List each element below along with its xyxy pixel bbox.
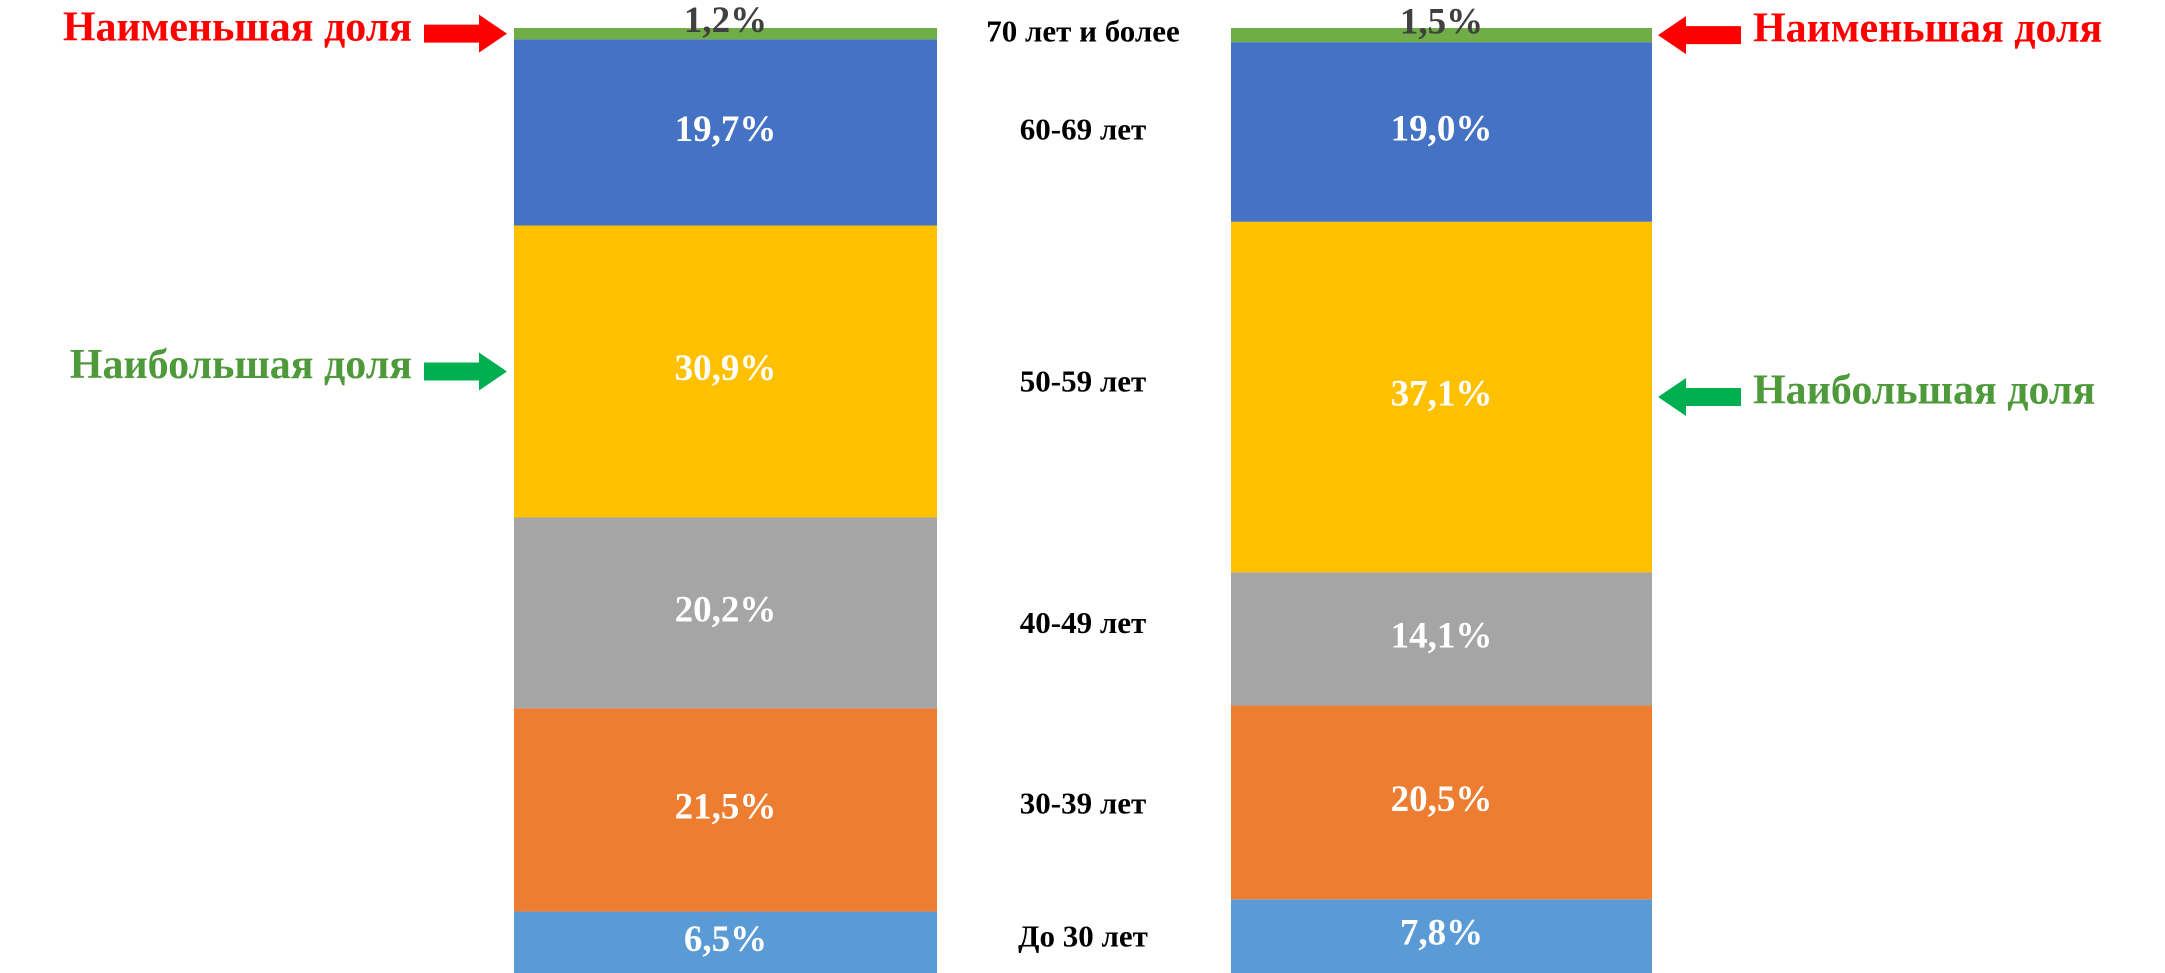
value-label: 7,8% [1400, 913, 1483, 954]
arrow [424, 14, 507, 53]
bar-segment [514, 911, 937, 973]
value-label: 20,2% [675, 589, 777, 630]
bar-segment [1231, 42, 1652, 222]
bar-segment [1231, 28, 1652, 43]
value-label: 37,1% [1391, 374, 1493, 415]
bar-segment [1231, 705, 1652, 900]
value-label: 21,5% [675, 786, 777, 827]
value-label: 20,5% [1391, 779, 1493, 820]
bar-segment [1231, 899, 1652, 973]
bar-segment [514, 517, 937, 709]
legend-label: 50-59 лет [1020, 363, 1146, 398]
legend-label: До 30 лет [1018, 918, 1148, 953]
legend-label: 30-39 лет [1020, 785, 1146, 820]
arrow [1658, 378, 1741, 417]
annotation: Наименьшая доля [63, 5, 412, 51]
value-label: 1,2% [684, 0, 767, 41]
bar-segment [514, 225, 937, 518]
annotation: Наибольшая доля [1753, 368, 2095, 414]
value-label: 6,5% [684, 919, 767, 960]
bar-segment [514, 28, 937, 40]
value-label: 30,9% [675, 348, 777, 389]
value-label: 19,7% [675, 109, 777, 150]
annotation: Наибольшая доля [70, 342, 412, 388]
legend-label: 70 лет и более [986, 13, 1180, 48]
arrow [1658, 16, 1741, 55]
value-label: 1,5% [1400, 2, 1483, 43]
legend-label: 40-49 лет [1020, 605, 1146, 640]
arrow [424, 352, 507, 391]
bar-segment [514, 708, 937, 912]
value-label: 19,0% [1391, 108, 1493, 149]
value-label: 14,1% [1391, 615, 1493, 656]
annotation: Наименьшая доля [1753, 6, 2102, 52]
legend-label: 60-69 лет [1020, 111, 1146, 146]
bar-segment [1231, 221, 1652, 573]
bar-segment [1231, 572, 1652, 706]
bar-segment [514, 39, 937, 226]
